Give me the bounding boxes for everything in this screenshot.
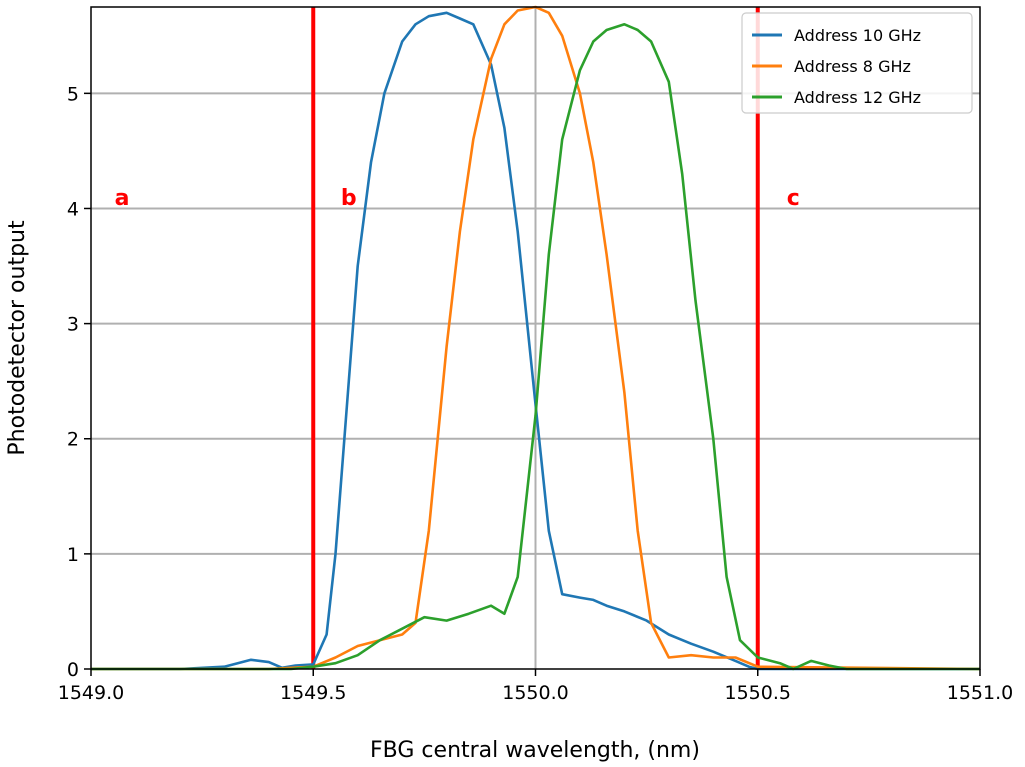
region-label-c: c (787, 186, 800, 211)
x-tick-label-3: 1550.5 (725, 682, 791, 704)
x-tick-label-0: 1549.0 (58, 682, 124, 704)
legend-label-0: Address 10 GHz (794, 26, 921, 45)
region-label-b: b (341, 186, 357, 211)
legend: Address 10 GHz Address 8 GHz Address 12 GH… (741, 12, 973, 114)
y-axis-ticks: 0 1 2 3 4 5 (67, 83, 91, 681)
legend-label-1: Address 8 GHz (794, 57, 911, 76)
y-tick-label-3: 3 (67, 314, 79, 336)
annotation-layer: a b c (115, 186, 800, 211)
x-tick-label-1: 1549.5 (280, 682, 346, 704)
y-tick-label-0: 0 (67, 659, 79, 681)
series-line-2 (91, 23, 980, 671)
series-line-0 (91, 11, 980, 671)
x-tick-label-4: 1551.0 (947, 682, 1013, 704)
y-tick-label-1: 1 (67, 544, 79, 566)
y-axis-title: Photodetector output (5, 220, 30, 456)
x-axis-ticks: 1549.0 1549.5 1550.0 1550.5 1551.0 (58, 669, 1013, 704)
legend-box (741, 12, 973, 114)
x-tick-label-2: 1550.0 (502, 682, 568, 704)
y-tick-label-2: 2 (67, 429, 79, 451)
vertical-markers (311, 7, 760, 669)
y-tick-label-5: 5 (67, 83, 79, 105)
series-layer (91, 5, 981, 671)
legend-label-2: Address 12 GHz (794, 88, 921, 107)
y-tick-label-4: 4 (67, 198, 79, 220)
region-label-a: a (115, 186, 130, 211)
x-axis-title: FBG central wavelength, (nm) (370, 738, 700, 763)
